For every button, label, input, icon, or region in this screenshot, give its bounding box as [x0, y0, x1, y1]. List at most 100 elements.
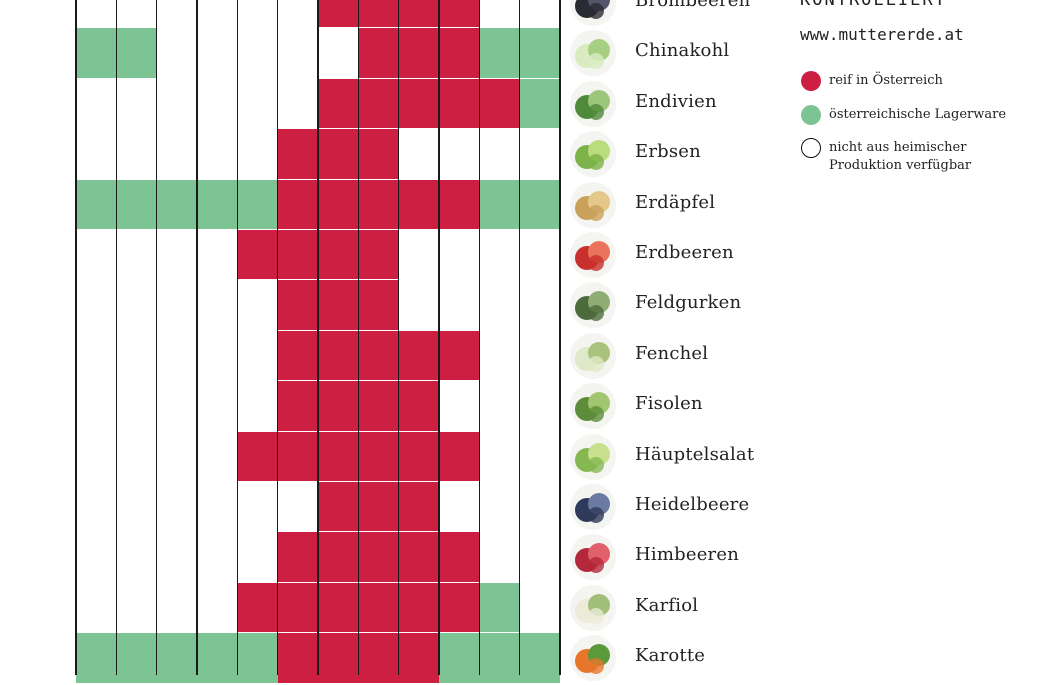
- month-cell: [196, 78, 238, 130]
- month-cell: [156, 129, 198, 180]
- month-cell: [519, 431, 561, 482]
- legend-green-dot: [801, 105, 821, 125]
- cauliflower-icon: [570, 584, 616, 631]
- row-label: Erdäpfel: [635, 191, 716, 213]
- month-cell: [519, 28, 561, 79]
- month-cell: [76, 633, 117, 684]
- month-cell: [358, 330, 400, 382]
- month-cell: [237, 532, 279, 583]
- month-cell: [317, 280, 359, 331]
- month-cell: [519, 532, 561, 583]
- month-cell: [196, 633, 238, 684]
- month-cell: [479, 633, 521, 684]
- month-cell: [438, 129, 480, 180]
- month-cell: [438, 381, 480, 432]
- month-cell: [196, 230, 238, 281]
- month-cell: [76, 482, 117, 533]
- month-cell: [156, 381, 198, 432]
- month-cell: [237, 330, 279, 382]
- legend-none-label: nicht aus heimischer Produktion verfügba…: [829, 140, 972, 173]
- legend-green-label: österreichische Lagerware: [829, 107, 1007, 122]
- blueberry-icon: [570, 484, 616, 530]
- month-cell: [438, 582, 480, 634]
- month-cell: [398, 532, 440, 583]
- month-cell: [398, 381, 440, 432]
- month-cell: [398, 129, 440, 180]
- month-cell: [479, 431, 521, 482]
- month-cell: [317, 28, 359, 79]
- legend-red-dot: [801, 71, 821, 91]
- month-cell: [358, 582, 400, 634]
- month-cell: [156, 482, 198, 533]
- month-cell: [438, 28, 480, 79]
- blackberry-icon: [570, 0, 616, 26]
- month-gridline: [559, 0, 561, 675]
- green-beans-icon: [570, 383, 616, 430]
- month-cell: [398, 582, 440, 634]
- month-cell: [317, 381, 359, 432]
- month-cell: [438, 330, 480, 382]
- month-cell: [116, 179, 158, 230]
- month-cell: [76, 280, 117, 331]
- month-cell: [317, 582, 359, 634]
- month-cell: [156, 78, 198, 130]
- month-cell: [317, 482, 359, 533]
- month-gridline: [478, 0, 481, 675]
- month-cell: [317, 633, 359, 684]
- month-gridline: [115, 0, 118, 675]
- month-cell: [479, 179, 521, 230]
- month-cell: [317, 532, 359, 583]
- month-cell: [479, 582, 521, 634]
- month-cell: [358, 532, 400, 583]
- month-cell: [116, 129, 158, 180]
- month-cell: [196, 381, 238, 432]
- month-cell: [398, 280, 440, 331]
- row-label: Fisolen: [635, 393, 703, 415]
- month-cell: [156, 330, 198, 382]
- month-cell: [277, 129, 319, 180]
- month-cell: [317, 230, 359, 281]
- month-cell: [479, 230, 521, 281]
- month-cell: [237, 381, 279, 432]
- month-cell: [196, 431, 238, 482]
- month-gridline: [196, 0, 198, 675]
- month-cell: [116, 0, 158, 29]
- month-cell: [76, 431, 117, 482]
- lettuce-icon: [570, 433, 616, 480]
- month-cell: [76, 330, 117, 382]
- month-cell: [237, 582, 279, 634]
- month-cell: [76, 179, 117, 230]
- month-cell: [358, 0, 400, 29]
- month-gridline: [236, 0, 239, 675]
- website-url: www.muttererde.at: [800, 25, 964, 44]
- row-label: Erdbeeren: [635, 242, 734, 263]
- month-cell: [196, 129, 238, 180]
- month-cell: [358, 129, 400, 180]
- month-cell: [277, 28, 319, 79]
- row-separator: [76, 682, 560, 685]
- month-cell: [156, 179, 198, 230]
- month-cell: [438, 179, 480, 230]
- month-cell: [438, 482, 480, 533]
- month-cell: [438, 532, 480, 583]
- month-cell: [116, 431, 158, 482]
- month-cell: [358, 633, 400, 684]
- row-label: Karotte: [635, 645, 706, 667]
- month-gridline: [397, 0, 400, 675]
- month-cell: [519, 633, 561, 684]
- month-cell: [116, 78, 158, 130]
- month-cell: [277, 532, 319, 583]
- month-cell: [196, 179, 238, 230]
- month-cell: [317, 330, 359, 382]
- month-cell: [237, 280, 279, 331]
- month-cell: [519, 482, 561, 533]
- month-cell: [237, 78, 279, 130]
- month-cell: [438, 431, 480, 482]
- month-cell: [196, 330, 238, 382]
- month-cell: [277, 179, 319, 230]
- month-cell: [398, 0, 440, 29]
- month-cell: [519, 280, 561, 331]
- month-cell: [277, 78, 319, 130]
- month-cell: [237, 230, 279, 281]
- month-cell: [479, 532, 521, 583]
